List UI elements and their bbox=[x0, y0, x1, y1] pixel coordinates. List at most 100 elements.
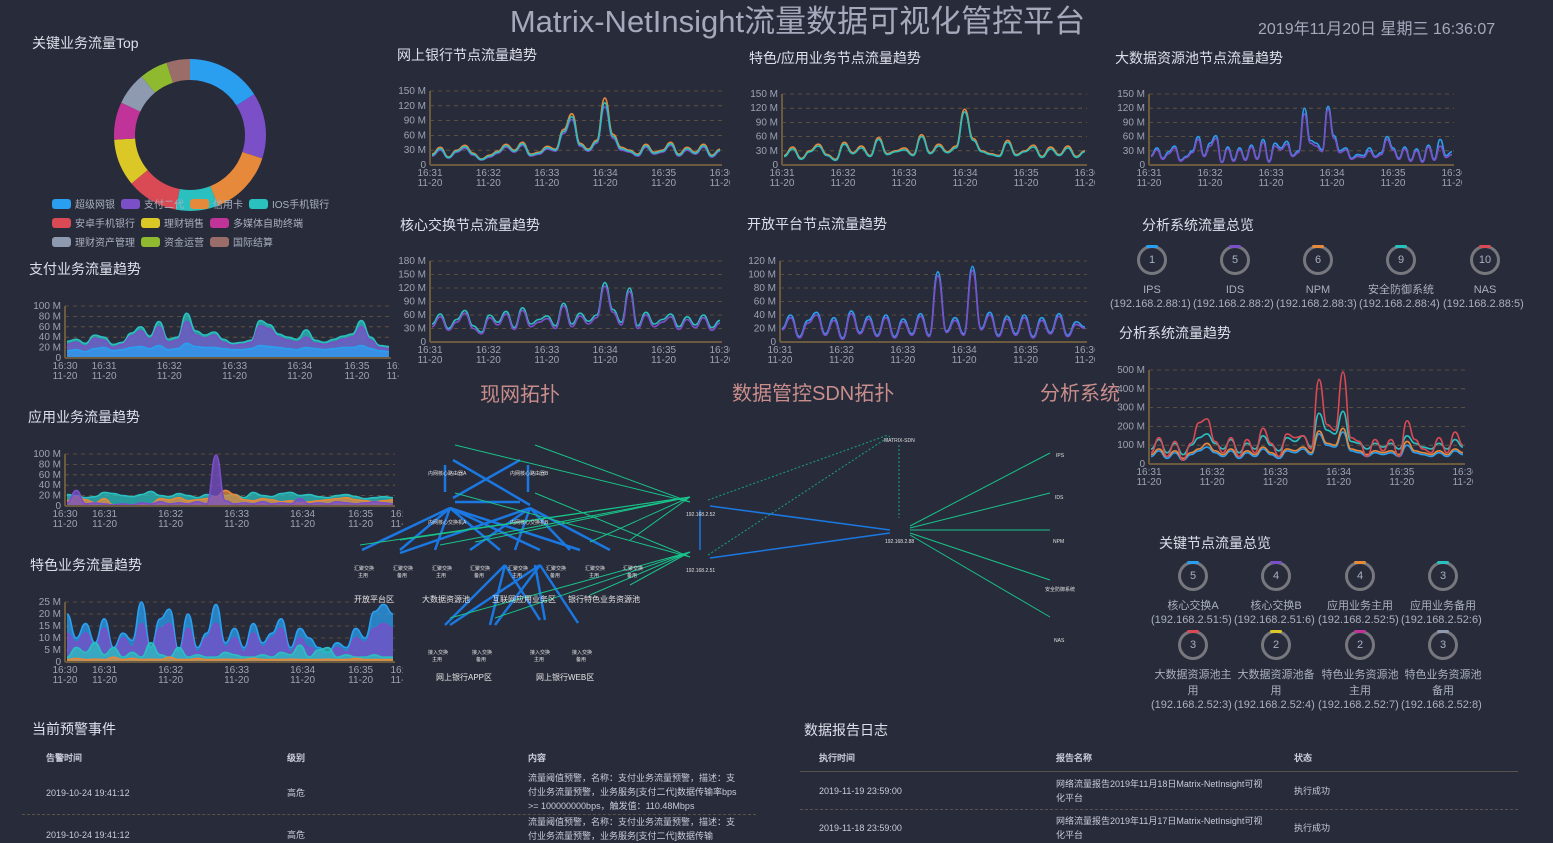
x-tick-label: 16:30 11-20 bbox=[52, 361, 77, 382]
series-line bbox=[1150, 431, 1464, 462]
count-ring[interactable]: 6 bbox=[1303, 245, 1333, 275]
legend-item[interactable]: 国际结算 bbox=[210, 234, 273, 249]
y-tick-label: 100 M bbox=[748, 270, 776, 281]
y-tick-label: 180 M bbox=[398, 256, 426, 267]
x-tick-label: 16:32 11-20 bbox=[829, 345, 854, 366]
donut-slice[interactable] bbox=[210, 151, 263, 206]
series-line bbox=[1150, 371, 1464, 462]
ring-value: 4 bbox=[1272, 570, 1280, 582]
legend-swatch bbox=[121, 198, 140, 209]
ring-value: 10 bbox=[1478, 254, 1492, 266]
agg-switch-role: 主用 bbox=[589, 572, 599, 579]
legend-item[interactable]: 支付二代 bbox=[121, 196, 184, 211]
y-tick-label: 0 bbox=[55, 501, 61, 512]
ring-value: 2 bbox=[1272, 639, 1280, 651]
y-tick-label: 500 M bbox=[1117, 365, 1145, 376]
x-tick-label: 16:31 11-20 bbox=[1136, 467, 1161, 488]
legend-label: 信用卡 bbox=[213, 200, 243, 211]
access-switch-label: 接入交换 bbox=[572, 649, 592, 656]
chart-title: 应用业务流量趋势 bbox=[28, 409, 140, 425]
count-ring[interactable]: 1 bbox=[1137, 245, 1167, 275]
x-tick-label: 16:33 11-20 bbox=[222, 361, 247, 382]
legend-item[interactable]: 超级网银 bbox=[52, 196, 115, 211]
y-tick-label: 30 M bbox=[404, 145, 426, 156]
y-tick-label: 40 M bbox=[39, 480, 61, 491]
donut-slice[interactable] bbox=[141, 62, 174, 93]
count-ring[interactable]: 3 bbox=[1178, 630, 1208, 660]
donut-slice[interactable] bbox=[190, 59, 255, 106]
y-tick-label: 30 M bbox=[1123, 146, 1145, 157]
core-router-a-label: 内网核心路由器A bbox=[428, 470, 467, 477]
y-tick-label: 60 M bbox=[39, 322, 61, 333]
ring-value: 4 bbox=[1356, 570, 1364, 582]
reports-header-status: 状态 bbox=[1294, 753, 1313, 763]
count-ring[interactable]: 3 bbox=[1428, 561, 1458, 591]
legend-item[interactable]: 理财销售 bbox=[141, 215, 204, 230]
row-divider bbox=[800, 809, 1518, 810]
donut-slice[interactable] bbox=[121, 76, 155, 112]
y-tick-label: 60 M bbox=[756, 132, 778, 143]
y-tick-label: 150 M bbox=[750, 89, 778, 100]
ring-indicator bbox=[1354, 630, 1366, 633]
legend-item[interactable]: 理财资产管理 bbox=[52, 234, 135, 249]
node-ip: (192.168.2.88:3) bbox=[1276, 298, 1357, 310]
donut-slice[interactable] bbox=[114, 138, 148, 184]
count-ring[interactable]: 4 bbox=[1345, 561, 1375, 591]
online-bank-chart: 0 30 M 60 M 90 M 120 M 150 M 16:31 11-20 16:32 11… bbox=[398, 86, 730, 189]
series-line bbox=[781, 269, 1086, 341]
report-name: 网络流量报告2019年11月18日Matrix-NetInsight可视化平台 bbox=[1056, 779, 1263, 803]
alert-level: 高危 bbox=[287, 788, 306, 798]
count-ring[interactable]: 10 bbox=[1470, 245, 1500, 275]
sdn-links bbox=[359, 444, 1051, 619]
report-time: 2019-11-18 23:59:00 bbox=[819, 823, 902, 833]
x-tick-label: 16:34 11-20 bbox=[593, 168, 618, 189]
x-tick-label: 16:31 11-20 bbox=[417, 168, 442, 189]
count-ring[interactable]: 4 bbox=[1261, 561, 1291, 591]
sdn-node-label: MATRIX-SDN bbox=[884, 438, 915, 444]
alert-content: 流量阈值预警，名称：支付业务流量预警，描述：支付业务流量预警，业务服务[支付二代… bbox=[528, 773, 737, 811]
alert-content: 流量阈值预警，名称：支付业务流量预警，描述：支付业务流量预警，业务服务[支付二代… bbox=[528, 817, 736, 841]
x-tick-label: 16:31 11-20 bbox=[1136, 168, 1161, 189]
series-line bbox=[431, 102, 721, 161]
y-tick-label: 30 M bbox=[404, 324, 426, 335]
x-tick-label: 16:31 11-20 bbox=[92, 509, 117, 530]
y-tick-label: 100 M bbox=[33, 301, 61, 312]
section-analysis: 分析系统 bbox=[1040, 383, 1120, 405]
node-ip: (192.168.2.88:5) bbox=[1443, 298, 1524, 310]
analysis-node-label: IPS bbox=[1056, 453, 1065, 459]
legend-item[interactable]: 资金运营 bbox=[141, 234, 204, 249]
count-ring[interactable]: 2 bbox=[1345, 630, 1375, 660]
donut-slice[interactable] bbox=[131, 170, 180, 210]
count-ring[interactable]: 5 bbox=[1220, 245, 1250, 275]
node-ip: (192.168.2.51:6) bbox=[1234, 614, 1315, 626]
count-ring[interactable]: 3 bbox=[1428, 630, 1458, 660]
donut-slice[interactable] bbox=[236, 94, 266, 159]
analysis-node-label: NPM bbox=[1053, 539, 1064, 545]
legend-item[interactable]: 信用卡 bbox=[190, 196, 243, 211]
count-ring[interactable]: 9 bbox=[1386, 245, 1416, 275]
donut-slice[interactable] bbox=[166, 59, 190, 83]
node-name: 大数据资源池备用 bbox=[1237, 669, 1315, 697]
legend-item[interactable]: 多媒体自助终端 bbox=[210, 215, 303, 230]
y-tick-label: 25 M bbox=[39, 597, 61, 608]
agg-switch-role: 主用 bbox=[358, 572, 368, 579]
node-ip: (192.168.2.52:6) bbox=[1401, 614, 1482, 626]
legend-item[interactable]: IOS手机银行 bbox=[249, 196, 329, 211]
series-line bbox=[431, 281, 721, 333]
donut-slice[interactable] bbox=[114, 102, 141, 140]
y-tick-label: 0 bbox=[55, 353, 61, 364]
legend-item[interactable]: 安卓手机银行 bbox=[52, 215, 135, 230]
x-tick-label: 16:33 11-20 bbox=[224, 509, 249, 530]
special-app-chart: 0 30 M 60 M 90 M 120 M 150 M 16:31 11-20 16:32 11… bbox=[750, 89, 1095, 189]
alerts-header-time: 告警时间 bbox=[46, 753, 83, 763]
count-ring[interactable]: 5 bbox=[1178, 561, 1208, 591]
count-ring[interactable]: 2 bbox=[1261, 630, 1291, 660]
core-router-b-label: 内网核心路由器B bbox=[510, 470, 549, 477]
report-status: 执行成功 bbox=[1294, 786, 1331, 796]
analysis-node-label: 安全防御系统 bbox=[1045, 586, 1075, 593]
y-tick-label: 60 M bbox=[39, 470, 61, 481]
node-name: IDS bbox=[1225, 284, 1245, 296]
